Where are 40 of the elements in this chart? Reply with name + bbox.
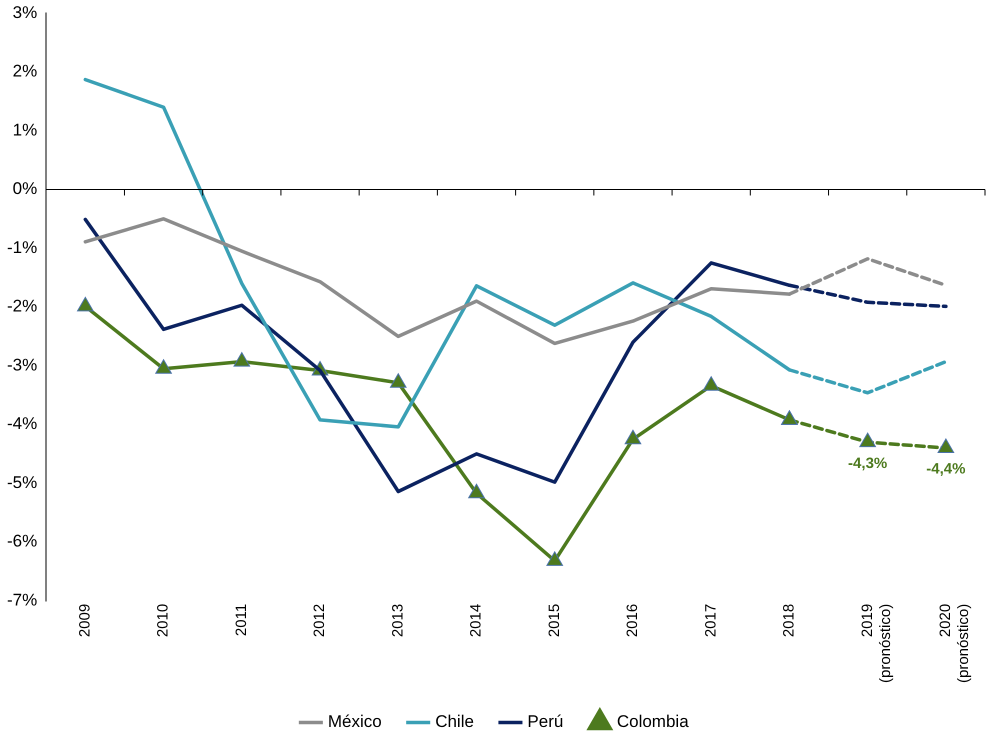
x-tick-label: 2016 [624, 604, 642, 638]
x-tick-label: 2010 [154, 604, 172, 638]
point [155, 359, 172, 374]
point [546, 551, 564, 566]
point [859, 432, 876, 448]
data-label: -4,4% [926, 460, 966, 478]
x-tick-label: 2017 [702, 604, 720, 638]
y-tick-label: -4% [6, 414, 38, 434]
legend-label: México [328, 712, 382, 732]
point [781, 410, 798, 425]
x-tick-label: 2009 [76, 604, 94, 638]
y-tick-label: -7% [6, 590, 38, 610]
y-tick-label: -6% [6, 532, 38, 551]
y-tick-label: -2% [6, 296, 38, 316]
x-tick-label: 2019 (pronóstico) [858, 604, 894, 684]
point [77, 296, 94, 312]
legend-label: Colombia [616, 712, 690, 732]
point [938, 438, 954, 454]
x-tick-label: 2015 [546, 604, 563, 638]
point [468, 484, 485, 498]
y-tick-label: -3% [6, 355, 38, 374]
x-tick-label: 2020 (pronóstico) [937, 604, 972, 684]
point [234, 352, 250, 367]
x-tick-label: 2013 [389, 604, 406, 638]
x-tick-label: 2011 [232, 604, 250, 636]
point [702, 376, 720, 391]
legend-label: Perú [527, 712, 564, 732]
x-tick-label: 2012 [311, 604, 328, 638]
y-tick-label: 0% [12, 179, 38, 198]
point [624, 430, 642, 444]
x-tick-label: 2018 [780, 604, 798, 638]
x-tick-label: 2014 [468, 604, 485, 638]
y-tick-label: 3% [12, 2, 38, 22]
point [390, 373, 407, 388]
legend-label: Chile [435, 712, 474, 732]
data-label: -4,3% [848, 454, 888, 472]
y-tick-label: 1% [12, 120, 38, 140]
y-tick-label: 2% [12, 62, 38, 81]
y-tick-label: -5% [6, 472, 38, 492]
y-tick-label: -1% [6, 238, 38, 257]
